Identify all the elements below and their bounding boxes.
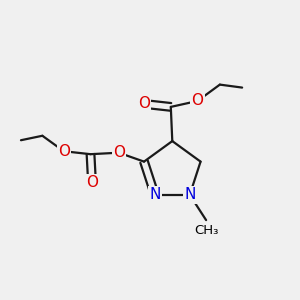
Text: O: O	[86, 175, 98, 190]
Text: O: O	[58, 144, 70, 159]
Text: N: N	[149, 188, 160, 202]
Text: O: O	[138, 96, 150, 111]
Text: N: N	[184, 188, 195, 202]
Text: O: O	[113, 145, 125, 160]
Text: O: O	[192, 94, 204, 109]
Text: CH₃: CH₃	[194, 224, 218, 237]
